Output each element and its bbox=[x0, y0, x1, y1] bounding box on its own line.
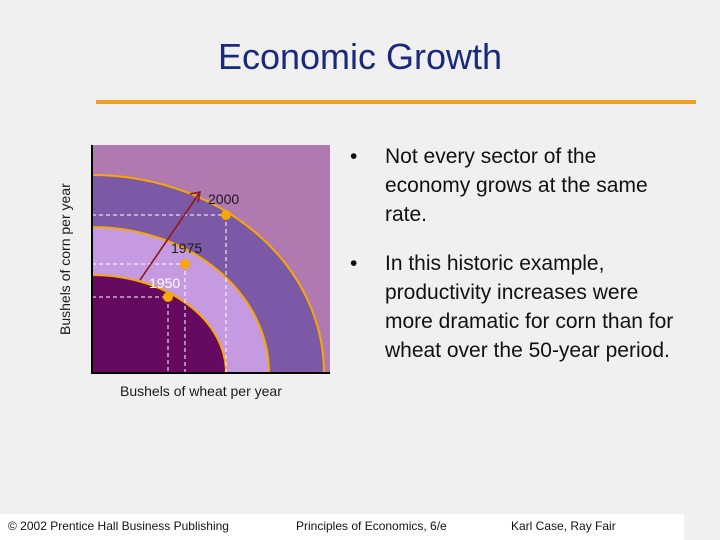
ppf-1950-region bbox=[92, 275, 226, 373]
guide-lines bbox=[92, 214, 227, 373]
point-2000 bbox=[221, 210, 231, 220]
bullet-item: • In this historic example, productivity… bbox=[340, 249, 680, 365]
point-1950 bbox=[163, 292, 173, 302]
ppf-diagram: 2000 1975 1950 Bushels of wheat per year… bbox=[57, 145, 330, 399]
title-divider bbox=[96, 100, 696, 104]
bullet-text: In this historic example, productivity i… bbox=[385, 252, 674, 362]
label-1975: 1975 bbox=[171, 240, 202, 256]
bullet-text: Not every sector of the economy grows at… bbox=[385, 145, 648, 226]
bullet-item: • Not every sector of the economy grows … bbox=[340, 142, 680, 229]
slide-title: Economic Growth bbox=[217, 36, 503, 77]
label-2000: 2000 bbox=[208, 191, 239, 207]
bullet-marker: • bbox=[350, 145, 358, 168]
footer: © 2002 Prentice Hall Business Publishing… bbox=[0, 514, 684, 540]
ppf-1950-curve bbox=[91, 274, 227, 374]
book-title-text: Principles of Economics, 6/e bbox=[296, 519, 447, 533]
bullet-list: • Not every sector of the economy grows … bbox=[340, 142, 680, 385]
copyright-text: © 2002 Prentice Hall Business Publishing bbox=[8, 519, 229, 533]
x-axis-label: Bushels of wheat per year bbox=[120, 383, 282, 399]
bullet-marker: • bbox=[350, 252, 358, 275]
ppf-2000-curve bbox=[91, 174, 325, 374]
point-1975 bbox=[180, 259, 190, 269]
ppf-1975-curve bbox=[91, 226, 270, 374]
growth-arrow bbox=[139, 190, 202, 281]
y-axis-label: Bushels of corn per year bbox=[57, 183, 73, 335]
authors-text: Karl Case, Ray Fair bbox=[511, 519, 616, 533]
label-1950: 1950 bbox=[149, 275, 180, 291]
